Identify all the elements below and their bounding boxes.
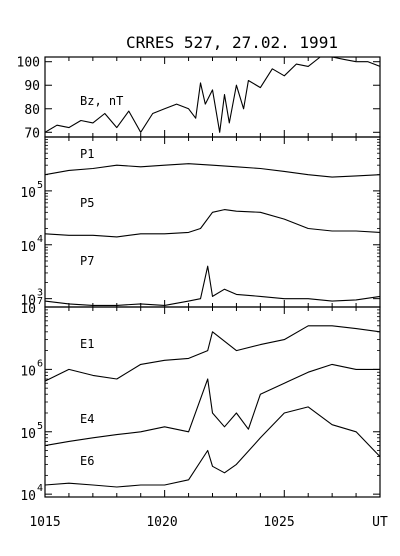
series-e6-label: E6 xyxy=(80,454,94,468)
y-tick-label-base: 10 xyxy=(20,294,36,309)
y-tick-label-exponent: 5 xyxy=(37,421,43,432)
x-axis-tick-labels: 1015 1020 1025 UT xyxy=(29,515,388,530)
y-tick-label: 100 xyxy=(17,56,40,71)
chart-title: CRRES 527, 27.02. 1991 xyxy=(126,33,338,52)
y-tick-label-exponent: 5 xyxy=(37,180,43,191)
series-e4-label: E4 xyxy=(80,412,94,426)
series-p5-label: P5 xyxy=(80,196,94,210)
series-p7-line xyxy=(44,265,381,306)
y-tick-label-exponent: 4 xyxy=(37,483,43,494)
series-p7-label: P7 xyxy=(80,254,94,268)
y-tick-label-base: 10 xyxy=(20,240,36,255)
x-tick-label: 1020 xyxy=(146,515,177,530)
y-tick-label: 70 xyxy=(24,126,40,141)
y-tick-label-base: 10 xyxy=(20,302,36,317)
y-tick-label-base: 10 xyxy=(20,489,36,504)
x-tick-label: 1015 xyxy=(29,515,60,530)
x-axis-unit-label: UT xyxy=(372,515,388,530)
y-tick-label-base: 10 xyxy=(20,427,36,442)
y-tick-label-exponent: 4 xyxy=(37,234,43,245)
panel-frame xyxy=(44,136,381,308)
series-p1-line xyxy=(44,163,381,178)
y-tick-label-base: 10 xyxy=(20,364,36,379)
series-p1-label: P1 xyxy=(80,147,94,161)
series-e4-line xyxy=(44,363,380,447)
y-tick-label-exponent: 3 xyxy=(37,288,43,299)
y-tick-label-exponent: 6 xyxy=(37,358,43,369)
y-tick-label-base: 10 xyxy=(20,186,36,201)
series-e6-line xyxy=(44,406,381,488)
panel-frame xyxy=(44,306,381,498)
y-tick-label: 80 xyxy=(24,103,40,118)
x-tick-label: 1025 xyxy=(263,515,294,530)
series-e1-label: E1 xyxy=(80,337,94,351)
series-p5-line xyxy=(44,209,381,238)
series-e1-line xyxy=(44,325,381,382)
series-bz-nt-line xyxy=(44,56,381,133)
series-bz-nt-label: Bz, nT xyxy=(80,94,123,108)
y-tick-label: 90 xyxy=(24,79,40,94)
y-tick-label-exponent: 7 xyxy=(37,296,43,307)
